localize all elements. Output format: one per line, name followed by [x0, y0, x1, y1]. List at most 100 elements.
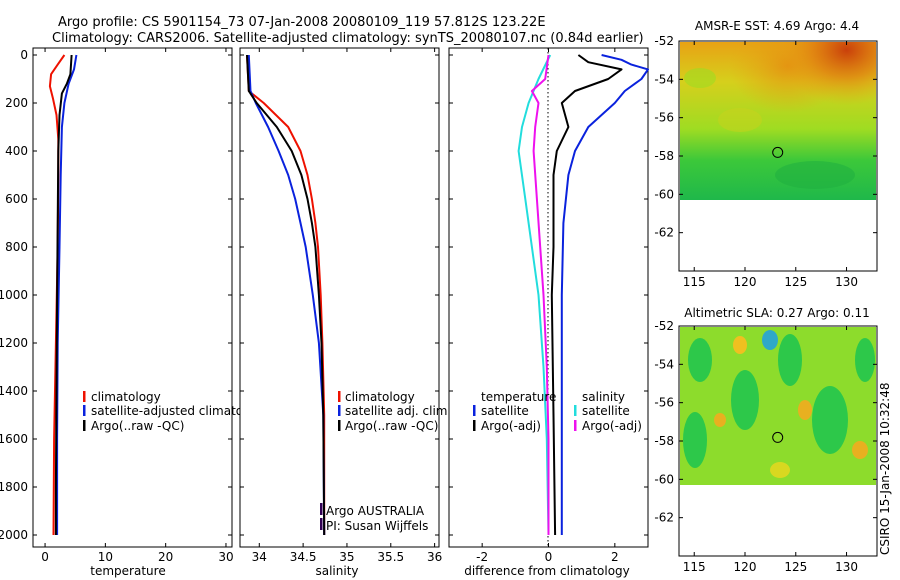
legend-swatch-climatology: [338, 391, 341, 402]
temperature-panel: 0 200 400 600 800 1000 1200 1400 1600 1800 2000 0 1…: [0, 47, 269, 578]
x-tick-label: 34.5: [290, 550, 317, 564]
legend-label-satellite: satellite-adjusted climatology: [91, 404, 269, 418]
sst-lon-ticks: 115 120 125 130: [683, 41, 858, 289]
argo-position-marker: [772, 146, 784, 158]
argo-position-marker: [772, 431, 784, 443]
sla-high-patch: [798, 400, 812, 420]
difference-legend: temperature satellite Argo(-adj) salinit…: [473, 390, 642, 433]
sla-deep-low-patch: [762, 330, 778, 350]
series-line-argo-raw-qc-: [54, 54, 73, 535]
legend-label-sal-satellite: satellite: [582, 404, 630, 418]
salinity-legend: climatology satellite adj. clim. Argo(..…: [338, 390, 451, 433]
annotation-line-2: PI: Susan Wijffels: [326, 519, 428, 533]
series-line-salinity-argo-adj-: [530, 54, 550, 535]
x-tick-label: 35: [339, 550, 354, 564]
lon-tick-label: 115: [683, 560, 706, 574]
legend-label-climatology: climatology: [91, 390, 161, 404]
sla-heatmap: [680, 327, 876, 485]
x-tick-label: 10: [98, 550, 113, 564]
salinity-panel: 34 34.5 35 35.5 36 salinity climatology sate…: [239, 47, 451, 578]
argo-annotation: Argo AUSTRALIA PI: Susan Wijffels: [320, 503, 428, 533]
lat-tick-label: -52: [654, 34, 674, 48]
sla-lon-ticks: 115 120 125 130: [683, 326, 858, 574]
salinity-ticks: 34 34.5 35 35.5 36: [252, 48, 442, 564]
lat-tick-label: -62: [654, 226, 674, 240]
depth-tick-label: 200: [5, 96, 28, 110]
difference-ticks: -2 0 2: [476, 48, 619, 564]
salinity-axes-frame: [239, 47, 440, 548]
legend-swatch-climatology: [83, 391, 86, 402]
legend-swatch-satellite: [83, 405, 86, 416]
series-line-climatology: [48, 54, 66, 536]
lat-tick-label: -58: [654, 434, 674, 448]
legend-group-title-temperature: temperature: [481, 390, 556, 404]
sst-cold-patch: [775, 161, 855, 189]
depth-tick-label: 800: [5, 240, 28, 254]
lat-tick-label: -60: [654, 472, 674, 486]
lat-tick-label: -56: [654, 111, 674, 125]
sst-cool-patch: [684, 68, 716, 88]
series-line-temperature-argo-adj-: [550, 54, 623, 536]
legend-label-sal-argo: Argo(-adj): [582, 419, 642, 433]
sst-map-title: AMSR-E SST: 4.69 Argo: 4.4: [695, 19, 859, 33]
legend-swatch-temp-argo: [473, 420, 476, 431]
x-tick-label: 34: [252, 550, 267, 564]
sla-low-patch: [812, 386, 848, 454]
lat-tick-label: -54: [654, 357, 674, 371]
lon-tick-label: 125: [784, 275, 807, 289]
credit-text: CSIRO 15-Jan-2008 10:32:48: [878, 383, 892, 555]
sst-lat-ticks: -52 -54 -56 -58 -60 -62: [654, 34, 877, 240]
legend-swatch-satellite: [338, 405, 341, 416]
legend-label-temp-satellite: satellite: [481, 404, 529, 418]
depth-tick-label: 2000: [0, 528, 28, 542]
depth-tick-label: 1200: [0, 336, 28, 350]
difference-panel: -2 0 2 difference from climatology tempera…: [448, 47, 649, 578]
x-tick-label: 30: [218, 550, 233, 564]
salinity-series: [246, 54, 326, 536]
annotation-swatch: [320, 518, 323, 530]
sla-low-patch: [683, 412, 707, 468]
lat-tick-label: -52: [654, 319, 674, 333]
sla-low-patch: [778, 334, 802, 386]
sst-map: AMSR-E SST: 4.69 Argo: 4.4 -52-54-56-58-…: [654, 19, 878, 289]
temperature-axes-frame: [32, 47, 233, 548]
sst-heatmap: [680, 42, 876, 200]
x-tick-label: 36: [427, 550, 442, 564]
x-tick-label: 0: [41, 550, 49, 564]
lon-tick-label: 125: [784, 560, 807, 574]
sla-low-patch: [731, 370, 759, 430]
temperature-ticks: 0 10 20 30: [41, 48, 234, 564]
lon-tick-label: 120: [734, 275, 757, 289]
legend-swatch-sal-argo: [574, 420, 577, 431]
legend-swatch-argo: [338, 420, 341, 431]
series-line-temperature-satellite: [560, 54, 649, 535]
sla-high-patch: [852, 441, 868, 459]
header-line-1: Argo profile: CS 5901154_73 07-Jan-2008 …: [58, 15, 546, 30]
depth-tick-label: 1800: [0, 480, 28, 494]
lon-tick-label: 115: [683, 275, 706, 289]
salinity-xlabel: salinity: [315, 564, 358, 578]
annotation-line-1: Argo AUSTRALIA: [326, 504, 425, 518]
x-tick-label: 35.5: [377, 550, 404, 564]
sla-high-patch: [733, 336, 747, 354]
legend-label-argo: Argo(..raw -QC): [91, 419, 184, 433]
temperature-xlabel: temperature: [90, 564, 165, 578]
x-tick-label: 0: [545, 550, 553, 564]
lon-tick-label: 130: [835, 560, 858, 574]
temperature-legend: climatology satellite-adjusted climatolo…: [83, 390, 269, 433]
depth-ticks: 0 200 400 600 800 1000 1200 1400 1600 1800 2000: [0, 48, 232, 542]
difference-series: [517, 54, 649, 536]
legend-swatch-sal-satellite: [574, 405, 577, 416]
depth-tick-label: 600: [5, 192, 28, 206]
sla-low-patch: [688, 338, 712, 382]
lat-tick-label: -54: [654, 72, 674, 86]
lat-tick-label: -62: [654, 511, 674, 525]
legend-label-satellite: satellite adj. clim.: [345, 404, 451, 418]
depth-tick-label: 1600: [0, 432, 28, 446]
depth-tick-label: 1000: [0, 288, 28, 302]
temperature-series: [48, 54, 78, 536]
legend-swatch-temp-satellite: [473, 405, 476, 416]
x-tick-label: 2: [611, 550, 619, 564]
lat-tick-label: -56: [654, 396, 674, 410]
